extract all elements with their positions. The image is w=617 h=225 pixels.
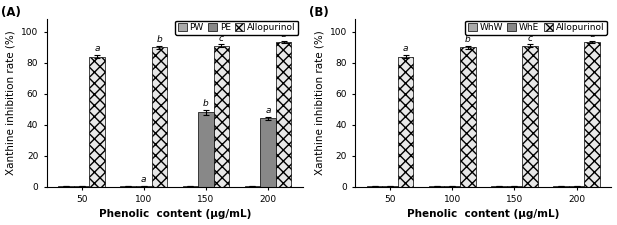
X-axis label: Phenolic  content (μg/mL): Phenolic content (μg/mL) bbox=[99, 209, 251, 219]
Bar bbox=[260, 118, 276, 187]
Text: b: b bbox=[203, 99, 209, 108]
Bar bbox=[213, 46, 229, 187]
Legend: PW, PE, Allopurinol: PW, PE, Allopurinol bbox=[175, 20, 299, 35]
Bar bbox=[367, 186, 383, 187]
Text: b: b bbox=[157, 35, 162, 44]
Bar bbox=[198, 112, 213, 187]
Bar bbox=[152, 47, 167, 187]
Text: d: d bbox=[589, 30, 595, 39]
Bar bbox=[569, 186, 584, 187]
Bar bbox=[460, 47, 476, 187]
Bar bbox=[429, 186, 444, 187]
Bar bbox=[89, 56, 105, 187]
Y-axis label: Xanthine inhibition rate (%): Xanthine inhibition rate (%) bbox=[314, 31, 324, 175]
Bar bbox=[553, 186, 569, 187]
Text: a: a bbox=[403, 44, 408, 53]
Bar bbox=[276, 42, 291, 187]
Bar bbox=[183, 186, 198, 187]
Text: a: a bbox=[141, 175, 146, 184]
Legend: WhW, WhE, Allopurinol: WhW, WhE, Allopurinol bbox=[465, 20, 607, 35]
Bar bbox=[120, 186, 136, 187]
Bar bbox=[136, 186, 152, 187]
Bar bbox=[59, 186, 74, 187]
Bar bbox=[522, 46, 537, 187]
Bar bbox=[444, 186, 460, 187]
Text: c: c bbox=[528, 34, 532, 43]
Bar bbox=[383, 186, 398, 187]
Text: (A): (A) bbox=[1, 6, 20, 19]
Text: a: a bbox=[265, 106, 271, 115]
X-axis label: Phenolic  content (μg/mL): Phenolic content (μg/mL) bbox=[407, 209, 560, 219]
Bar bbox=[245, 186, 260, 187]
Bar bbox=[507, 186, 522, 187]
Y-axis label: Xanthine inhibition rate (%): Xanthine inhibition rate (%) bbox=[6, 31, 15, 175]
Text: d: d bbox=[281, 30, 286, 39]
Bar bbox=[491, 186, 507, 187]
Text: (B): (B) bbox=[309, 6, 329, 19]
Bar bbox=[584, 42, 600, 187]
Text: b: b bbox=[465, 35, 471, 44]
Text: c: c bbox=[219, 34, 224, 43]
Bar bbox=[74, 186, 89, 187]
Bar bbox=[398, 56, 413, 187]
Text: a: a bbox=[94, 44, 100, 53]
